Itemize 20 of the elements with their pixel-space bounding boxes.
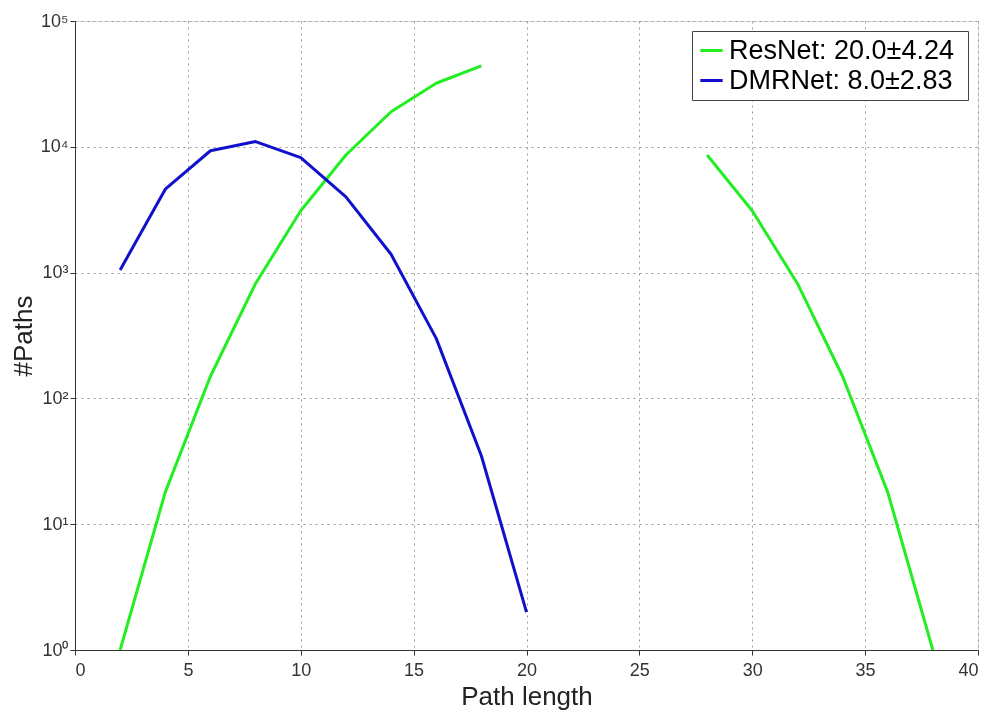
y-tick-label: 10²	[42, 387, 69, 408]
y-tick-label: 10⁵	[41, 10, 69, 31]
line-series	[118, 140, 528, 614]
y-axis-title: #Paths	[7, 295, 38, 377]
x-tick-label: 5	[183, 659, 194, 680]
legend-label: ResNet: 20.0±4.24	[729, 34, 954, 65]
y-tick-label: 10⁴	[40, 136, 69, 157]
x-tick-label: 10	[291, 659, 312, 680]
y-tick-label: 10⁰	[42, 639, 69, 660]
x-tick-label: 25	[629, 659, 650, 680]
x-tick-label: 20	[516, 659, 538, 680]
x-tick-label: 40	[958, 659, 979, 680]
y-tick-label: 10³	[42, 262, 69, 283]
x-tick-label: 30	[742, 659, 763, 680]
x-tick-label: 0	[75, 659, 86, 680]
x-tick-label: 35	[855, 659, 876, 680]
y-tick-label: 10¹	[42, 513, 69, 534]
x-axis-title: Path length	[461, 680, 593, 711]
x-tick-label: 15	[404, 659, 425, 680]
legend-label: DMRNet: 8.0±2.83	[729, 64, 953, 95]
